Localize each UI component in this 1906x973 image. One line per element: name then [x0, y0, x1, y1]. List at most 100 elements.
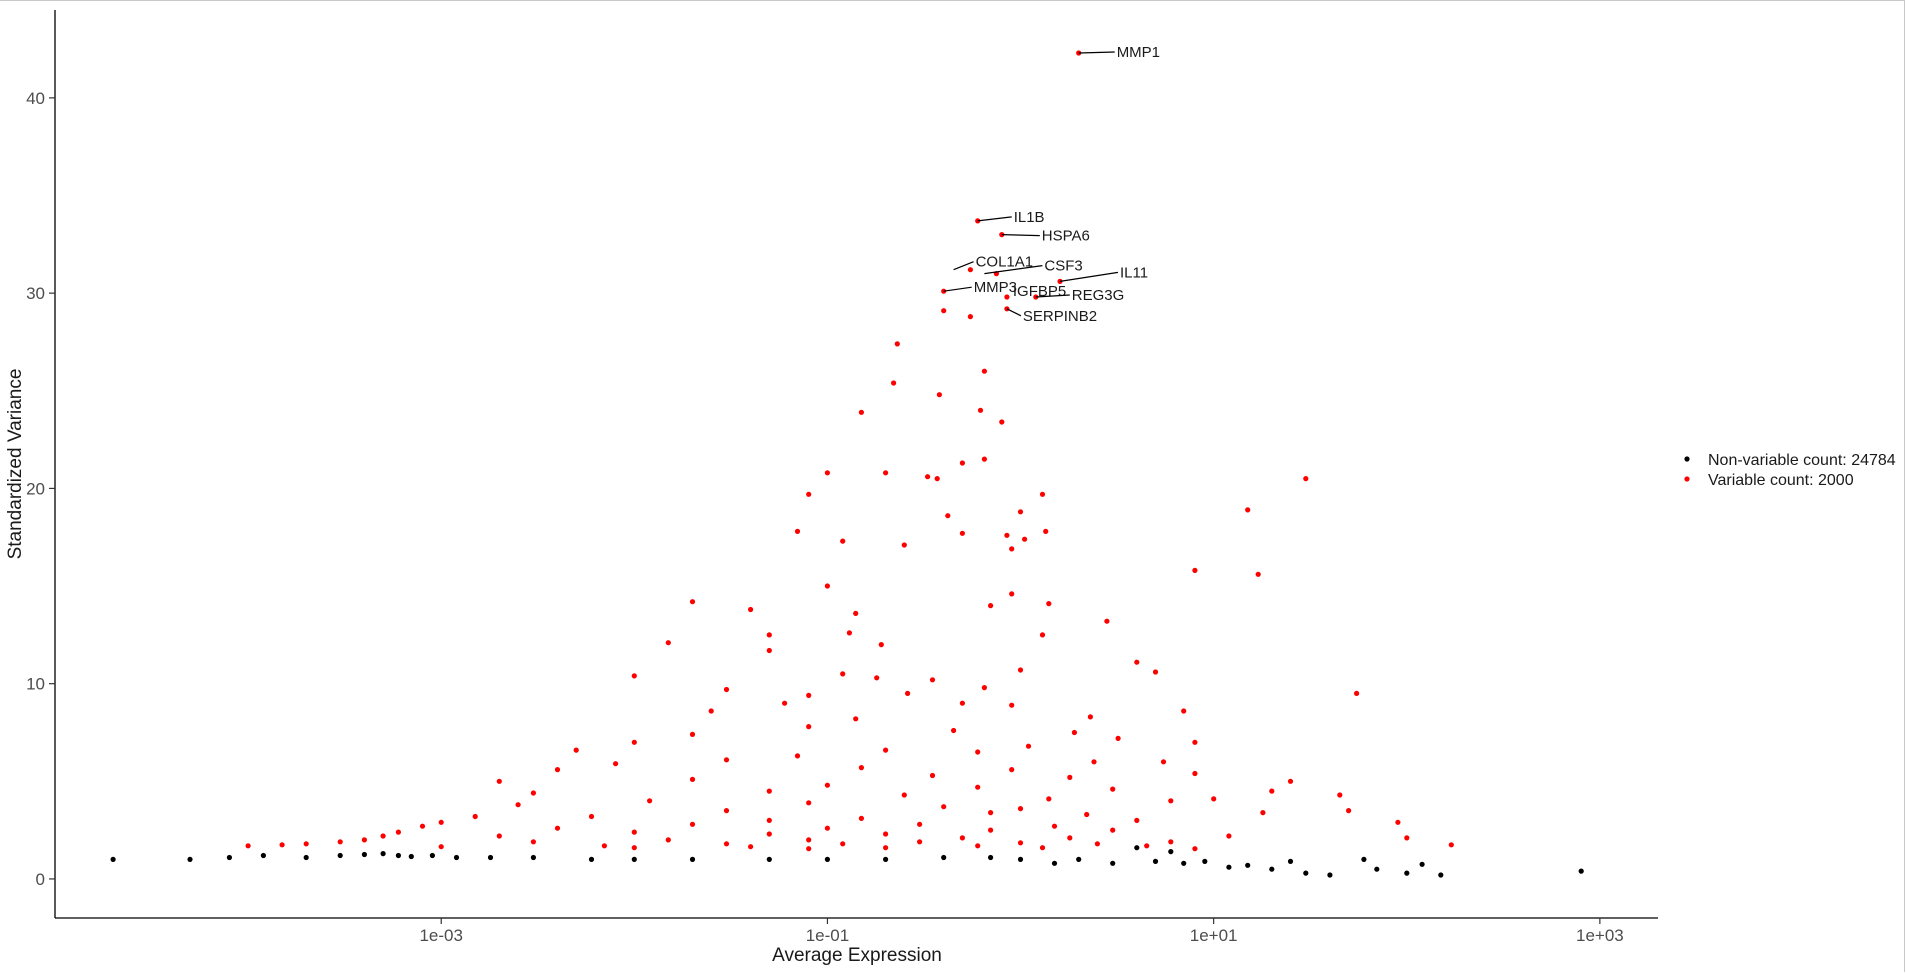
variable-point — [496, 778, 502, 784]
variable-point — [891, 380, 897, 386]
variable-point — [766, 817, 772, 824]
variable-point — [1110, 827, 1116, 833]
variable-point — [723, 686, 730, 693]
axes — [54, 10, 1658, 919]
variable-point — [337, 839, 343, 845]
variable-point — [573, 747, 579, 753]
variable-point — [766, 831, 772, 837]
variable-point — [1168, 798, 1174, 804]
variable-point — [1067, 835, 1073, 841]
gene-label: IL1B — [1014, 209, 1045, 226]
nonvariable-point — [941, 854, 947, 861]
nonvariable-point — [361, 851, 367, 858]
variable-point — [1067, 774, 1073, 781]
variable-point — [1160, 759, 1167, 765]
nonvariable-point — [429, 852, 435, 859]
variable-point — [1004, 294, 1010, 300]
variable-point — [1087, 714, 1093, 720]
variable-point — [647, 798, 653, 804]
nonvariable-point — [187, 856, 193, 863]
gene-label: IGFBP5 — [1013, 283, 1066, 300]
label-leader-line — [1006, 308, 1022, 317]
variable-point — [977, 407, 984, 413]
variable-point — [874, 675, 880, 681]
data-points — [110, 50, 1584, 878]
label-leader-line — [1035, 294, 1070, 298]
variable-point — [1110, 786, 1116, 792]
variable-point — [1017, 806, 1024, 812]
variable-point — [967, 314, 974, 320]
variable-point — [1022, 536, 1028, 542]
x-tick-label: 1e+01 — [1190, 926, 1238, 945]
variable-point — [824, 470, 831, 476]
variable-point — [1009, 546, 1015, 552]
variable-point — [806, 800, 812, 806]
variable-point — [934, 476, 940, 482]
variable-point — [1046, 796, 1052, 802]
variable-point — [824, 825, 831, 831]
variable-point — [1152, 669, 1159, 675]
variable-point — [1134, 817, 1140, 824]
nonvariable-point — [588, 856, 595, 863]
variable-point — [929, 677, 936, 683]
variable-point — [689, 599, 696, 605]
x-tick-label: 1e-01 — [806, 926, 849, 945]
variable-point — [279, 842, 285, 848]
variable-point — [1192, 770, 1198, 777]
variable-point — [766, 788, 772, 794]
variable-point — [1046, 601, 1052, 607]
variable-point — [999, 419, 1005, 425]
variable-point — [975, 749, 981, 755]
variable-point — [1354, 690, 1360, 697]
nonvariable-point — [988, 854, 994, 861]
variable-point — [1303, 476, 1309, 482]
variable-point — [883, 845, 889, 851]
variable-point — [1192, 739, 1198, 745]
variable-point — [689, 821, 696, 827]
variable-point — [941, 804, 947, 810]
variable-point — [1009, 702, 1015, 708]
nonvariable-point — [260, 852, 266, 859]
label-leader-line — [953, 261, 974, 271]
variable-point — [925, 474, 931, 480]
nonvariable-point — [1017, 856, 1024, 863]
variable-point — [945, 513, 951, 519]
nonvariable-point — [395, 852, 401, 859]
legend-key-variable — [1684, 476, 1690, 482]
variable-point — [840, 671, 846, 677]
nonvariable-point — [1374, 866, 1380, 872]
variable-point — [806, 491, 812, 497]
variable-point — [883, 470, 889, 476]
variable-point — [1017, 840, 1024, 846]
nonvariable-point — [408, 853, 414, 860]
variable-point — [975, 784, 981, 790]
variable-point — [1346, 808, 1352, 814]
nonvariable-point — [453, 854, 460, 861]
variable-point — [1084, 811, 1090, 818]
variable-point — [794, 753, 801, 759]
gene-label: SERPINB2 — [1023, 308, 1097, 325]
variable-point — [959, 835, 966, 841]
variable-point — [905, 690, 911, 697]
variable-point — [936, 392, 943, 398]
variable-point — [708, 708, 714, 714]
nonvariable-point — [1303, 870, 1309, 876]
variable-point — [1017, 509, 1024, 515]
label-leader-line — [1078, 51, 1115, 54]
variable-point — [858, 765, 865, 771]
gene-label: COL1A1 — [976, 254, 1034, 271]
variable-point — [1051, 823, 1058, 829]
variable-point — [748, 606, 754, 613]
variable-point — [1287, 778, 1294, 784]
gene-label: MMP3 — [974, 279, 1017, 296]
legend: Non-variable count: 24784 Variable count… — [1684, 452, 1896, 489]
variable-point — [794, 528, 801, 535]
y-tick-label: 20 — [26, 479, 45, 498]
variable-point — [1168, 839, 1174, 845]
gene-label: CSF3 — [1044, 258, 1082, 275]
variable-point — [631, 739, 637, 745]
variable-point — [840, 538, 846, 544]
nonvariable-point — [824, 856, 831, 863]
gene-label: MMP1 — [1117, 44, 1160, 61]
variable-point — [395, 829, 401, 835]
